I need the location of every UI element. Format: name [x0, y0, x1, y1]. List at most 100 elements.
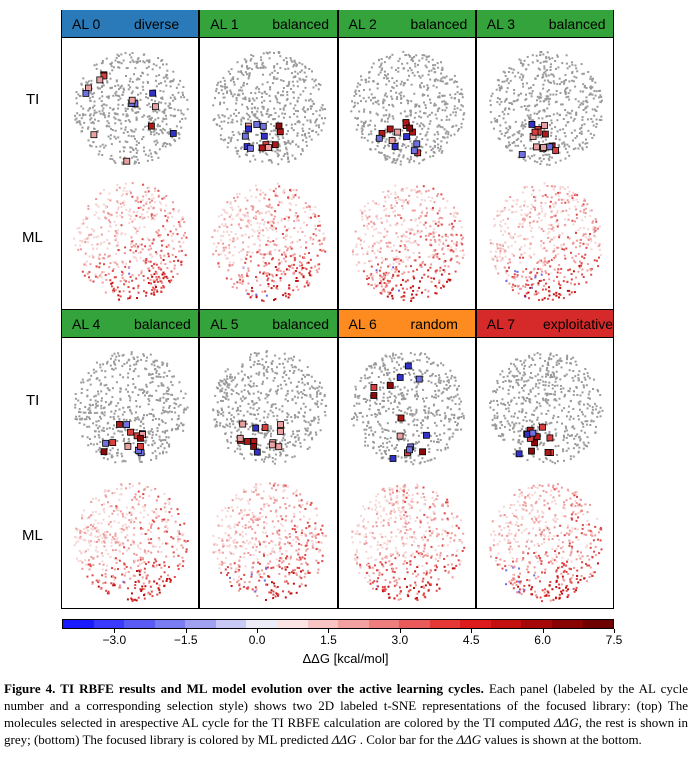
tsne-point — [530, 186, 533, 188]
tsne-point — [128, 511, 131, 514]
tsne-point — [547, 260, 550, 263]
tsne-point — [159, 280, 162, 283]
tsne-point — [296, 132, 299, 135]
tsne-point — [88, 114, 91, 117]
tsne-point — [583, 257, 586, 260]
panel-header: AL 0 diverse — [62, 10, 199, 38]
tsne-point — [137, 106, 140, 109]
tsne-point — [235, 102, 238, 105]
caption-ddg-3: ΔΔG — [456, 732, 482, 747]
tsne-point — [144, 125, 147, 128]
tsne-point — [302, 108, 305, 111]
tsne-point — [402, 201, 405, 204]
tsne-point — [238, 111, 241, 114]
tsne-point — [404, 199, 407, 201]
tsne-point — [406, 69, 409, 72]
tsne-point — [226, 201, 229, 204]
tsne-point — [583, 197, 586, 200]
tsne-point — [166, 429, 169, 432]
tsne-point — [133, 451, 136, 454]
tsne-point — [451, 250, 454, 253]
tsne-point — [89, 540, 92, 543]
tsne-point — [400, 272, 403, 275]
tsne-point — [256, 134, 259, 136]
tsne-point — [557, 296, 560, 299]
tsne-point — [131, 539, 134, 542]
tsne-point — [420, 198, 423, 201]
tsne-point — [154, 359, 157, 362]
tsne-point — [505, 270, 508, 272]
tsne-point — [584, 138, 587, 141]
tsne-point — [394, 139, 397, 142]
tsne-point — [518, 76, 521, 79]
tsne-point — [531, 235, 534, 238]
tsne-point — [578, 245, 581, 248]
tsne-point — [579, 103, 582, 106]
tsne-point — [259, 244, 262, 246]
tsne-point — [230, 114, 233, 117]
tsne-point — [136, 98, 138, 101]
tsne-point — [171, 94, 174, 96]
tsne-point — [163, 447, 166, 450]
tsne-point — [254, 92, 257, 95]
selected-molecule-marker — [375, 134, 383, 142]
colorbar-segment — [338, 620, 369, 628]
tsne-point — [186, 406, 189, 409]
tsne-point — [77, 248, 80, 251]
tsne-point — [395, 249, 397, 252]
selected-molecule-marker — [532, 143, 540, 151]
tsne-point — [530, 155, 533, 158]
tsne-point — [524, 213, 527, 216]
tsne-point — [247, 114, 250, 117]
al-panel: AL 6 random — [337, 310, 476, 609]
tsne-point — [413, 240, 416, 243]
tsne-point — [353, 90, 356, 93]
tsne-point — [100, 390, 103, 393]
tsne-point — [442, 100, 445, 103]
tsne-point — [222, 96, 225, 99]
tsne-point — [259, 151, 262, 154]
tsne-point — [215, 90, 218, 93]
tsne-point — [142, 353, 145, 356]
tsne-point — [96, 86, 99, 89]
tsne-point — [108, 403, 110, 406]
tsne-point — [103, 414, 106, 417]
tsne-point — [74, 114, 76, 117]
tsne-point — [437, 243, 440, 246]
tsne-point — [178, 133, 181, 136]
tsne-point — [435, 286, 438, 289]
tsne-point — [153, 293, 156, 296]
tsne-point — [115, 90, 118, 93]
tsne-point — [309, 119, 312, 122]
tsne-point — [74, 393, 77, 395]
tsne-point — [594, 218, 597, 221]
tsne-point — [574, 232, 577, 234]
tsne-point — [507, 82, 510, 85]
tsne-point — [151, 444, 154, 447]
tsne-point — [102, 113, 105, 116]
tsne-point — [406, 102, 409, 105]
tsne-point — [89, 113, 92, 116]
tsne-point — [260, 56, 263, 59]
tsne-point — [172, 78, 175, 81]
tsne-point — [170, 279, 173, 282]
tsne-point — [103, 534, 106, 537]
tsne-point — [143, 216, 146, 219]
tsne-point — [519, 261, 522, 264]
tsne-point — [238, 94, 241, 97]
tsne-point — [73, 237, 76, 240]
tsne-point — [513, 273, 516, 276]
tsne-point — [569, 251, 572, 254]
tsne-point — [149, 117, 151, 120]
tsne-point — [108, 242, 111, 245]
tsne-point — [359, 243, 362, 246]
tsne-point — [136, 356, 139, 359]
tsne-point — [179, 79, 182, 82]
tsne-point — [255, 116, 258, 119]
tsne-point — [566, 281, 569, 284]
tsne-point — [166, 219, 169, 222]
tsne-point — [97, 434, 100, 437]
tsne-point — [105, 392, 108, 395]
tsne-point — [271, 273, 274, 276]
tsne-point — [365, 252, 368, 255]
